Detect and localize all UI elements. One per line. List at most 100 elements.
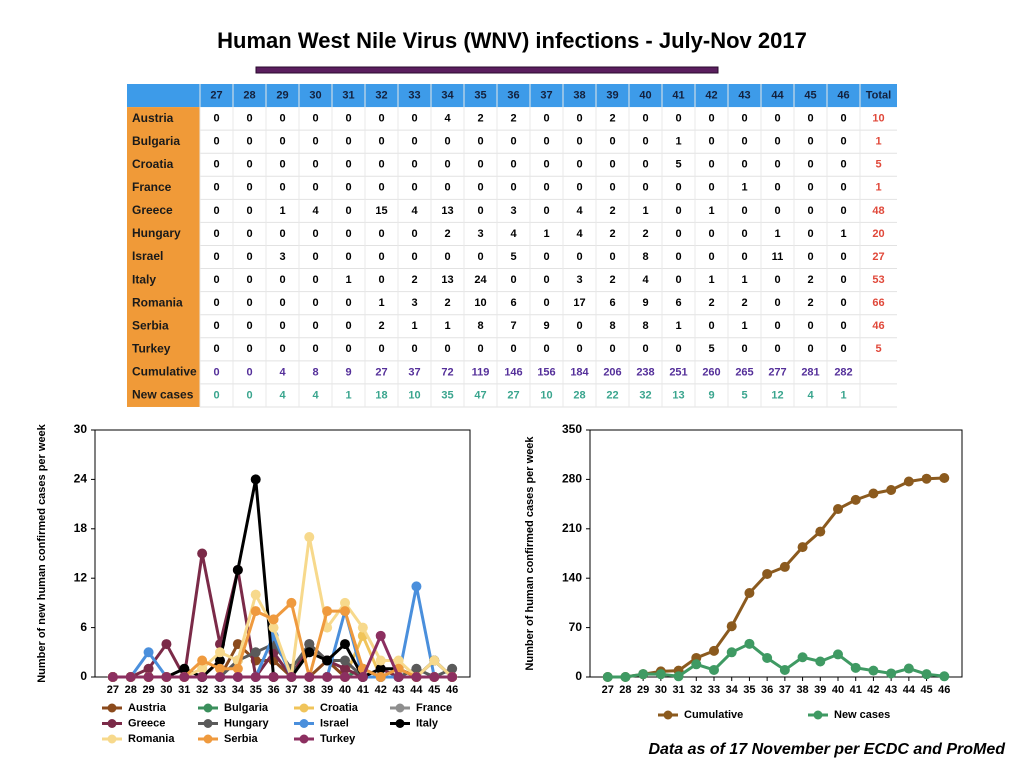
data-point: [815, 526, 826, 537]
legend-marker: [663, 710, 673, 720]
table-cell: 8: [609, 320, 615, 332]
table-cell: 0: [807, 228, 813, 240]
table-cell: 0: [444, 182, 450, 194]
table-cell: 0: [741, 205, 747, 217]
x-tick-label: 31: [178, 684, 190, 696]
table-cell: 0: [246, 274, 252, 286]
data-point: [393, 672, 404, 682]
table-row-label: Austria: [132, 111, 174, 125]
table-cell: 0: [609, 182, 615, 194]
table-header-cell: 34: [441, 89, 454, 101]
data-point: [833, 649, 843, 660]
table-cell: 1: [840, 389, 846, 401]
table-cell: 0: [840, 251, 846, 263]
table-cell: 0: [741, 113, 747, 125]
table-cell: 0: [279, 343, 285, 355]
table-cell: 0: [807, 159, 813, 171]
data-point: [375, 655, 386, 666]
table-cell: 0: [279, 159, 285, 171]
table-cell: 2: [609, 205, 615, 217]
table-cell: 0: [213, 159, 219, 171]
table-cell: 0: [246, 113, 252, 125]
data-point: [779, 561, 790, 572]
data-point: [797, 652, 808, 663]
data-point: [886, 484, 897, 495]
table-cell: 8: [642, 320, 648, 332]
table-cell: 0: [477, 159, 483, 171]
table-cell: 2: [411, 274, 417, 286]
table-cell: 0: [741, 159, 747, 171]
table-cell: 0: [213, 113, 219, 125]
table-cell: 18: [375, 389, 387, 401]
table-cell: 265: [735, 366, 753, 378]
table-cell: 0: [477, 136, 483, 148]
table-cell: 0: [213, 320, 219, 332]
data-point: [779, 664, 790, 675]
table-cell: 6: [510, 297, 516, 309]
table-cell: 0: [576, 159, 582, 171]
data-point: [939, 472, 950, 483]
x-tick-label: 45: [920, 684, 932, 696]
table-cell: 0: [477, 251, 483, 263]
legend-marker: [299, 719, 309, 728]
table-header-cell: 31: [342, 89, 354, 101]
data-point: [375, 630, 386, 641]
table-cell: 0: [807, 205, 813, 217]
legend-label: Bulgaria: [224, 702, 269, 714]
data-point: [268, 622, 279, 633]
table-cell: 72: [441, 366, 453, 378]
table-cell: 0: [774, 297, 780, 309]
table-total: 1: [875, 182, 881, 194]
data-point: [850, 494, 861, 505]
table-cell: 0: [708, 136, 714, 148]
x-tick-label: 42: [867, 684, 879, 696]
data-point: [215, 655, 225, 666]
table-header-cell: 45: [804, 89, 816, 101]
table-cell: 0: [774, 182, 780, 194]
table-cell: 2: [708, 297, 714, 309]
table-cell: 2: [741, 297, 747, 309]
table-cell: 0: [246, 343, 252, 355]
table-cell: 0: [675, 274, 681, 286]
table-cell: 0: [609, 343, 615, 355]
table-row-label: Turkey: [132, 341, 171, 355]
data-point: [322, 655, 333, 666]
legend-marker: [107, 703, 117, 713]
table-cell: 0: [543, 343, 549, 355]
table-total: 46: [872, 320, 884, 332]
legend-label: France: [416, 702, 452, 714]
table-cell: 0: [840, 205, 846, 217]
table-cell: 3: [477, 228, 483, 240]
data-point: [939, 671, 950, 682]
table-cell: 119: [472, 366, 490, 378]
table-cell: 1: [444, 320, 450, 332]
table-cell: 10: [408, 389, 420, 401]
table-cell: 0: [576, 343, 582, 355]
table-cell: 0: [411, 113, 417, 125]
table-cell: 10: [474, 297, 486, 309]
table-cell: 0: [708, 182, 714, 194]
table-cell: 0: [411, 182, 417, 194]
table-cell: 0: [774, 136, 780, 148]
table-cell: 1: [411, 320, 417, 332]
table-cell: 1: [675, 320, 681, 332]
data-point: [340, 663, 350, 674]
table-cell: 1: [774, 228, 780, 240]
table-cell: 0: [477, 343, 483, 355]
x-tick-label: 28: [619, 684, 631, 696]
data-point: [921, 669, 932, 680]
series-line: [607, 476, 945, 679]
table-cell: 0: [378, 182, 384, 194]
table-cell: 0: [213, 205, 219, 217]
table-cell: 0: [543, 159, 549, 171]
table-cell: 2: [807, 274, 813, 286]
table-cell: 0: [708, 251, 714, 263]
table-cell: 4: [312, 389, 319, 401]
table-cell: 15: [375, 205, 387, 217]
data-point: [268, 672, 279, 682]
data-point: [250, 589, 261, 600]
data-point: [250, 672, 261, 682]
table-row-label: Bulgaria: [132, 134, 180, 148]
data-point: [886, 668, 897, 679]
